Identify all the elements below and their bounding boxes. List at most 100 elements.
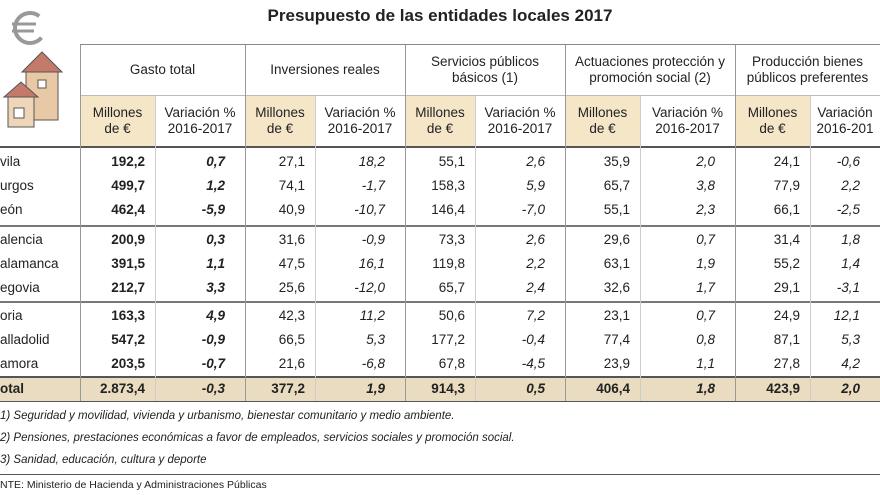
table-cell: -5,9 — [201, 202, 225, 217]
table-cell: 77,9 — [773, 178, 800, 193]
table-cell: 67,8 — [438, 356, 465, 371]
icon — [2, 11, 64, 128]
table-cell: 2,4 — [526, 280, 545, 295]
footnote: 1) Seguridad y movilidad, vivienda y urb… — [0, 410, 455, 422]
sub-header: Variación 2016-201 — [810, 96, 880, 146]
table-cell: 18,2 — [358, 154, 385, 169]
table-cell: 47,5 — [278, 256, 305, 271]
table-cell: 77,4 — [603, 332, 630, 347]
table-cell: 55,2 — [773, 256, 800, 271]
table-cell: 146,4 — [431, 202, 465, 217]
table-cell: 0,3 — [206, 232, 225, 247]
footnote: 3) Sanidad, educación, cultura y deporte — [0, 454, 207, 466]
table-cell: 462,4 — [111, 202, 145, 217]
table-cell: 55,1 — [438, 154, 465, 169]
table-cell: -0,4 — [521, 332, 545, 347]
table-cell: 192,2 — [111, 154, 145, 169]
table-cell: 1,2 — [206, 178, 225, 193]
table-cell: -12,0 — [354, 280, 385, 295]
table-cell: 74,1 — [278, 178, 305, 193]
group-header: Inversiones reales — [270, 62, 380, 77]
table-cell: oria — [0, 308, 23, 323]
total-cell: 2,0 — [841, 381, 860, 396]
table-cell: 200,9 — [111, 232, 145, 247]
sub-header: Millones de € — [405, 96, 475, 146]
table-cell: 0,8 — [696, 332, 715, 347]
table-cell: 1,1 — [696, 356, 715, 371]
total-cell: 423,9 — [766, 381, 800, 396]
total-cell: 377,2 — [271, 381, 305, 396]
rule — [80, 44, 880, 45]
footnote: 2) Pensiones, prestaciones económicas a … — [0, 432, 515, 444]
table-cell: 1,8 — [841, 232, 860, 247]
rule — [640, 96, 641, 401]
sub-header: Millones de € — [735, 96, 810, 146]
table-cell: -0,6 — [836, 154, 860, 169]
total-cell: 406,4 — [596, 381, 630, 396]
table-cell: 3,8 — [696, 178, 715, 193]
rule — [315, 96, 316, 401]
table-cell: 2,6 — [526, 154, 545, 169]
total-cell: 2.873,4 — [99, 381, 145, 396]
table-cell: 31,4 — [773, 232, 800, 247]
table-cell: alencia — [0, 232, 43, 247]
rule — [0, 474, 880, 475]
table-cell: -10,7 — [354, 202, 385, 217]
table-cell: 63,1 — [603, 256, 630, 271]
table-cell: 55,1 — [603, 202, 630, 217]
table-cell: 27,8 — [773, 356, 800, 371]
rule — [245, 45, 246, 401]
group-header: Servicios públicos básicos (1) — [430, 54, 540, 85]
table-cell: -0,9 — [201, 332, 225, 347]
table-cell: 0,7 — [696, 308, 715, 323]
table-cell: 25,6 — [278, 280, 305, 295]
table-cell: 66,5 — [278, 332, 305, 347]
table-cell: 29,1 — [773, 280, 800, 295]
table-cell: 1,9 — [696, 256, 715, 271]
table-cell: -7,0 — [521, 202, 545, 217]
table-cell: egovia — [0, 280, 40, 295]
table-cell: 24,9 — [773, 308, 800, 323]
table-cell: 5,3 — [366, 332, 385, 347]
title: Presupuesto de las entidades locales 201… — [267, 6, 613, 25]
table-cell: vila — [0, 154, 21, 169]
table-cell: 2,6 — [526, 232, 545, 247]
table-cell: 5,9 — [526, 178, 545, 193]
table-cell: 73,3 — [438, 232, 465, 247]
table-cell: 547,2 — [111, 332, 145, 347]
group-header: Actuaciones protección y promoción socia… — [574, 54, 726, 85]
table-cell: 27,1 — [278, 154, 305, 169]
table-cell: 177,2 — [431, 332, 465, 347]
table-cell: 3,3 — [206, 280, 225, 295]
table-cell: 66,1 — [773, 202, 800, 217]
table-cell: -2,5 — [836, 202, 860, 217]
sub-header: Millones de € — [80, 96, 155, 146]
table-cell: 5,3 — [841, 332, 860, 347]
rule — [80, 45, 81, 401]
total-cell: otal — [0, 381, 25, 396]
table-cell: 23,1 — [603, 308, 630, 323]
total-cell: 914,3 — [431, 381, 465, 396]
rule — [735, 45, 736, 401]
table-cell: amora — [0, 356, 39, 371]
table-cell: 11,2 — [359, 308, 385, 323]
table-cell: 4,2 — [841, 356, 860, 371]
group-header: Producción bienes públicos preferentes — [746, 54, 869, 85]
total-cell: 1,9 — [366, 381, 385, 396]
total-cell: 1,8 — [696, 381, 715, 396]
rule — [0, 401, 880, 402]
table-cell: eón — [0, 202, 23, 217]
table-cell: -3,1 — [836, 280, 860, 295]
rule — [155, 96, 156, 401]
rule — [810, 96, 811, 401]
rule — [80, 95, 880, 96]
table-cell: -0,7 — [201, 356, 225, 371]
table-cell: 35,9 — [603, 154, 630, 169]
table-cell: 4,9 — [206, 308, 225, 323]
table-cell: 2,2 — [526, 256, 545, 271]
table-cell: 65,7 — [603, 178, 630, 193]
table-cell: -1,7 — [361, 178, 385, 193]
table-cell: 163,3 — [111, 308, 145, 323]
table-cell: 23,9 — [603, 356, 630, 371]
